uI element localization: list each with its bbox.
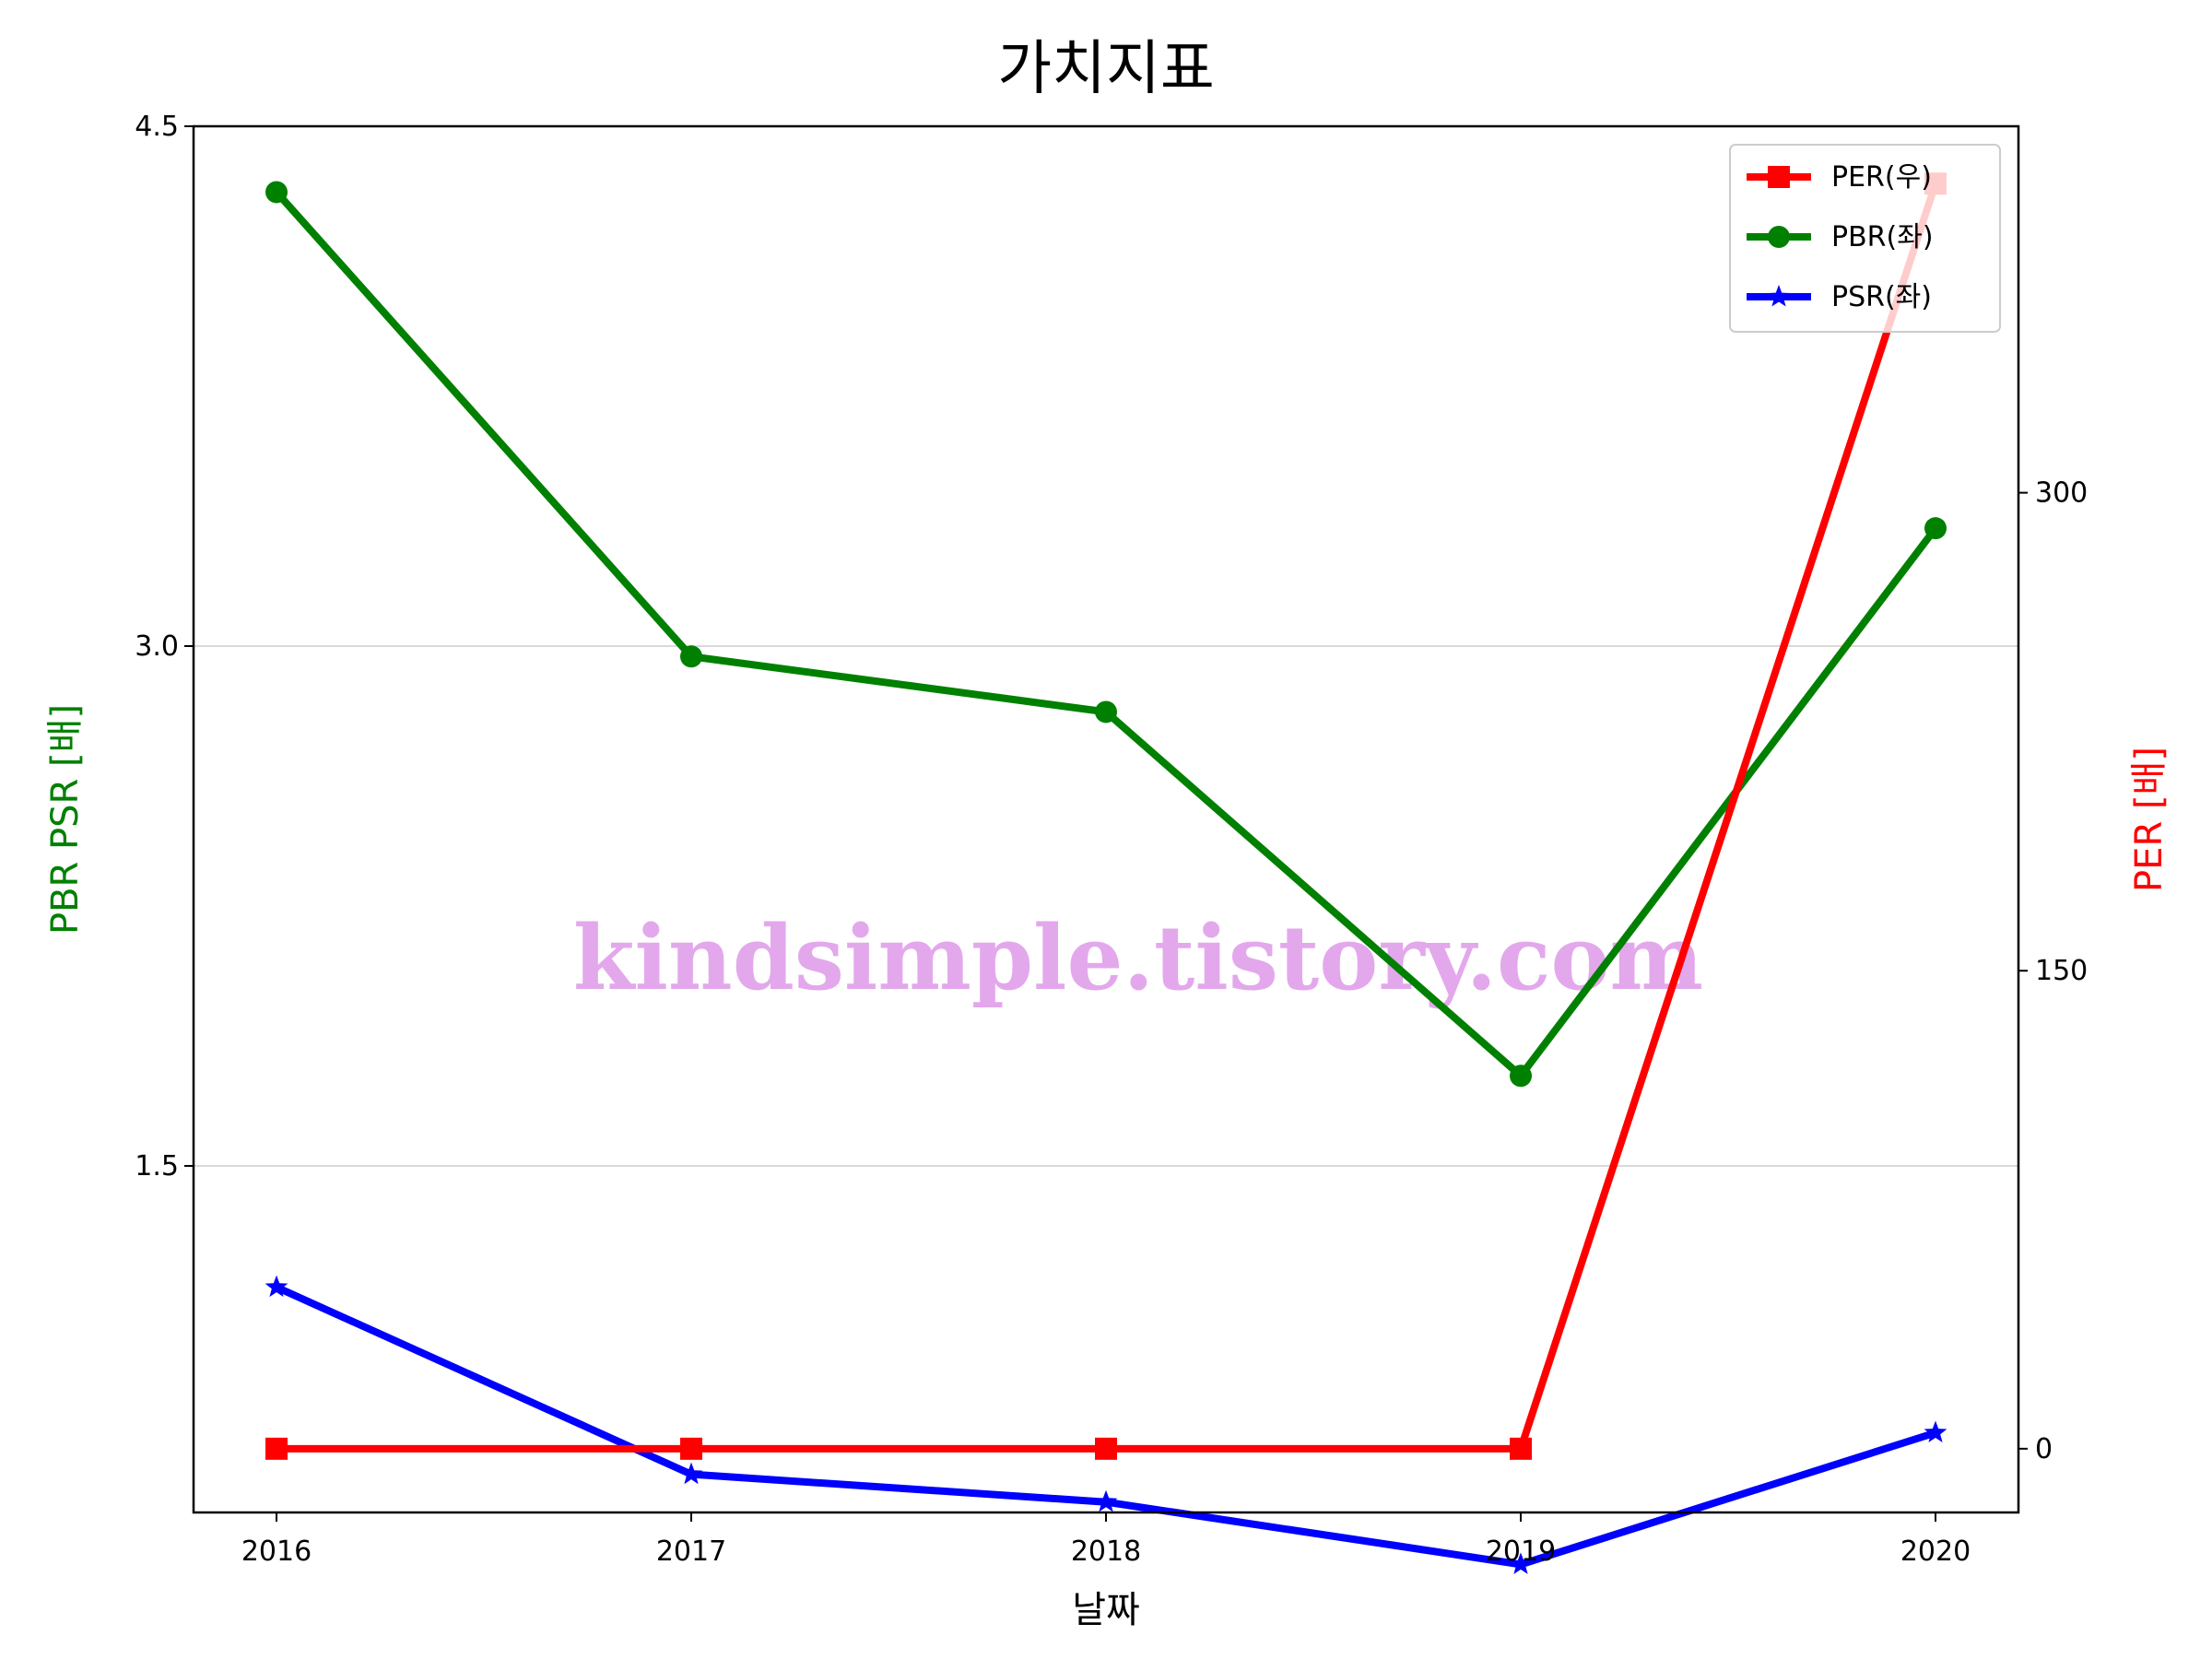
data-point: [679, 1462, 703, 1485]
right-y-axis-ticks: 0 150 300: [2018, 477, 2088, 1465]
legend-label: PBR(좌): [1831, 221, 1934, 253]
data-point: [265, 1437, 288, 1460]
left-tick-label: 3.0: [135, 630, 179, 663]
x-tick-label: 2020: [1900, 1535, 1971, 1568]
legend-item: PSR(좌): [1747, 281, 1932, 313]
legend: PER(우) PBR(좌) PSR(좌): [1729, 144, 2001, 333]
left-tick-label: 4.5: [135, 111, 179, 143]
data-point: [1094, 1489, 1118, 1512]
data-point: [680, 1437, 702, 1460]
series-group: [265, 172, 1947, 1574]
watermark-text: kindsimple.tistory.com: [573, 906, 1703, 1010]
right-tick-label: 0: [2035, 1433, 2053, 1465]
legend-swatch-marker: [1768, 166, 1790, 188]
data-point: [1924, 1420, 1947, 1442]
left-y-axis-label: PBR PSR [배]: [44, 704, 87, 935]
watermark-group: kindsimple.tistory.com: [573, 906, 1703, 1010]
data-point: [265, 1275, 288, 1298]
data-point: [1095, 1437, 1117, 1460]
x-tick-label: 2017: [656, 1535, 726, 1568]
x-axis-ticks: 2016 2017 2018 2019 2020: [241, 1512, 1971, 1568]
data-point: [1924, 517, 1947, 540]
data-point: [680, 645, 702, 668]
x-tick-label: 2019: [1486, 1535, 1556, 1568]
x-tick-label: 2016: [241, 1535, 312, 1568]
legend-box: [1729, 144, 2001, 333]
legend-item: PER(우): [1747, 161, 1932, 194]
legend-item: PBR(좌): [1747, 221, 1934, 253]
right-y-axis-label: PER [배]: [2128, 747, 2171, 892]
data-point: [1095, 700, 1117, 724]
chart-title: 가치지표: [997, 35, 1215, 103]
series-star: [265, 1275, 1947, 1574]
data-point: [265, 181, 288, 204]
legend-swatch-marker: [1767, 285, 1791, 307]
data-point: [1509, 1552, 1533, 1574]
x-tick-label: 2018: [1071, 1535, 1141, 1568]
legend-swatch-marker: [1768, 226, 1790, 248]
left-y-axis-ticks: 1.5 3.0 4.5: [135, 111, 194, 1182]
right-tick-label: 150: [2035, 955, 2088, 987]
legend-label: PSR(좌): [1831, 281, 1932, 313]
series-square: [265, 172, 1947, 1460]
data-point: [1510, 1437, 1532, 1460]
legend-label: PER(우): [1831, 161, 1932, 194]
data-point: [1510, 1065, 1532, 1088]
series-circle: [265, 181, 1947, 1088]
left-tick-label: 1.5: [135, 1150, 179, 1182]
x-axis-label: 날짜: [1072, 1589, 1140, 1631]
right-tick-label: 300: [2035, 477, 2088, 510]
